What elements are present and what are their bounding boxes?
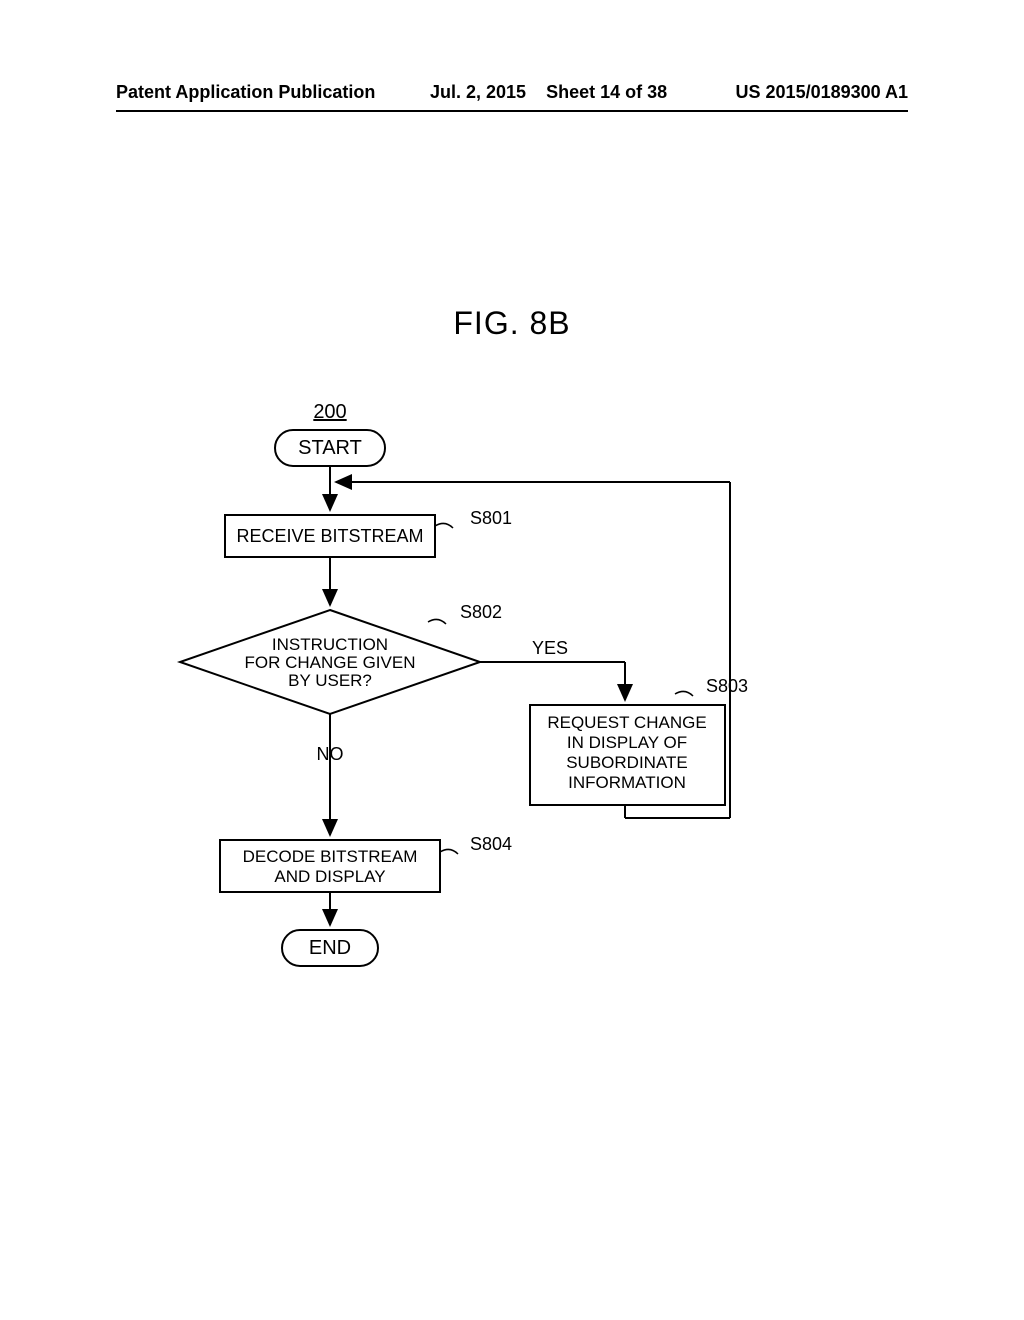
s803-line4: INFORMATION [568,773,686,792]
s803-line3: SUBORDINATE [566,753,688,772]
page: Patent Application Publication Jul. 2, 2… [0,0,1024,1320]
s802-line2: FOR CHANGE GIVEN [245,653,416,672]
s803-line2: IN DISPLAY OF [567,733,687,752]
s802-line1: INSTRUCTION [272,635,388,654]
s803-tag: S803 [706,676,748,696]
start-label: START [298,437,362,459]
s801-label: RECEIVE BITSTREAM [236,526,423,546]
s801-tag: S801 [470,508,512,528]
ref-number: 200 [313,401,346,423]
s803-line1: REQUEST CHANGE [547,713,706,732]
flowchart: 200 START RECEIVE BITSTREAM S801 INSTRUC… [170,400,870,1020]
header-pub-label: Patent Application Publication [116,82,375,103]
s804-tag: S804 [470,834,512,854]
yes-label: YES [532,638,568,658]
s802-line3: BY USER? [288,671,372,690]
header-rule [116,110,908,112]
header-date: Jul. 2, 2015 [430,82,526,102]
s802-tag: S802 [460,602,502,622]
figure-title: FIG. 8B [0,305,1024,342]
page-header: Patent Application Publication Jul. 2, 2… [0,82,1024,112]
header-sheet-num: Sheet 14 of 38 [546,82,667,102]
s804-line2: AND DISPLAY [274,867,385,886]
end-label: END [309,937,351,959]
no-label: NO [317,744,344,764]
header-pubno: US 2015/0189300 A1 [736,82,908,103]
header-sheet: Jul. 2, 2015 Sheet 14 of 38 [430,82,667,103]
s804-line1: DECODE BITSTREAM [243,847,418,866]
